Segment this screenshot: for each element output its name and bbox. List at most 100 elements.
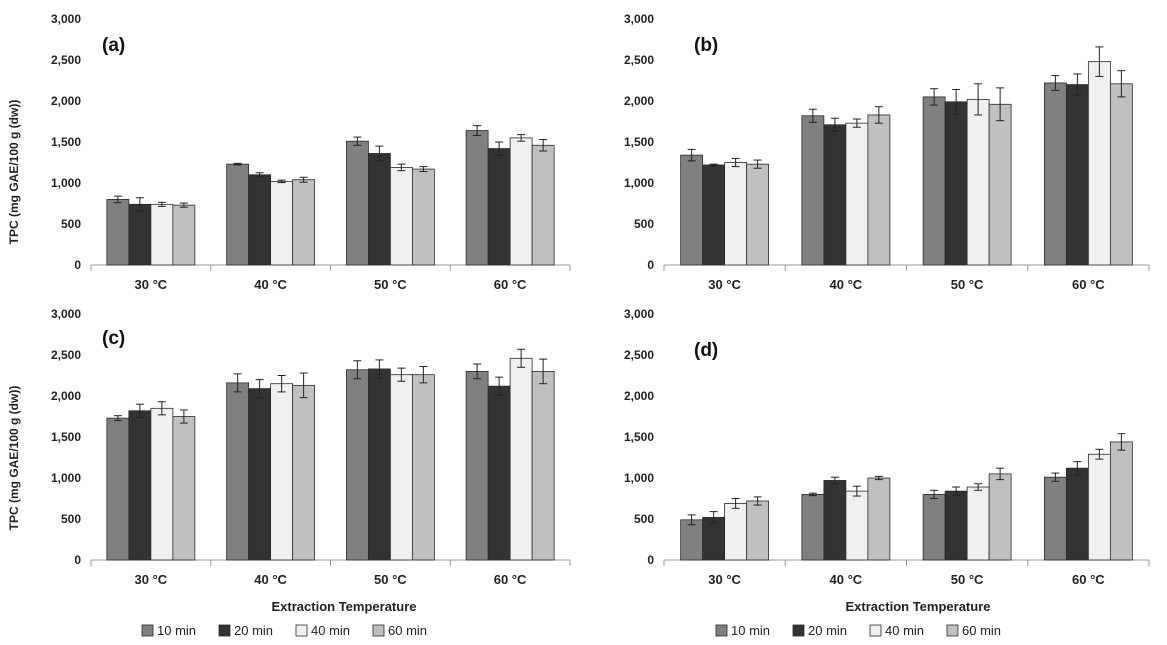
legend-swatch: [946, 624, 959, 637]
error-bar: [1117, 70, 1126, 98]
error-bar: [419, 365, 428, 384]
bar: [702, 164, 726, 266]
category-label: 30 °C: [708, 277, 741, 292]
chart-panel: 0 500 1,000 1,500 2,000 2,500 3,000 30 °C 40 °C 5…: [51, 12, 571, 292]
bar: [248, 174, 272, 266]
y-tick-label: 1,000: [51, 471, 81, 485]
error-bar: [731, 498, 740, 509]
error-bar: [299, 176, 308, 183]
bar: [988, 473, 1012, 561]
error-bar: [1073, 461, 1082, 476]
category-label: 50 °C: [374, 277, 407, 292]
y-tick-label: 2,500: [51, 348, 81, 362]
x-axis-label-right: Extraction Temperature: [846, 599, 991, 614]
error-bar: [179, 202, 188, 208]
error-bar: [375, 145, 384, 162]
error-bar: [1051, 472, 1060, 482]
error-bar: [495, 376, 504, 396]
error-bar: [996, 467, 1005, 481]
bar: [106, 198, 130, 266]
bar: [966, 486, 990, 561]
error-bar: [135, 403, 144, 418]
bar: [531, 370, 555, 561]
bar: [226, 163, 250, 266]
error-bar: [157, 201, 166, 207]
error-bar: [731, 157, 740, 168]
legend-item: 10 min: [141, 623, 196, 638]
bar: [680, 154, 704, 266]
legend-item: 20 min: [218, 623, 273, 638]
category-label: 30 °C: [708, 572, 741, 587]
error-bar: [277, 179, 286, 184]
bar: [966, 98, 990, 266]
bar: [724, 162, 748, 266]
legend-item: 60 min: [946, 623, 1001, 638]
error-bar: [419, 166, 428, 173]
error-bar: [996, 87, 1005, 122]
error-bar: [930, 88, 939, 106]
legend-swatch: [295, 624, 308, 637]
y-axis-label-bottom: TPC (mg GAE/100 g (dw)): [7, 386, 21, 531]
bar: [389, 167, 413, 266]
bar: [270, 383, 294, 561]
bar: [150, 407, 174, 561]
bar: [292, 179, 316, 266]
bar: [465, 370, 489, 561]
legend-swatch: [715, 624, 728, 637]
error-bar: [830, 117, 839, 132]
bar: [801, 493, 825, 561]
category-label: 30 °C: [135, 277, 168, 292]
chart-panels: 0 500 1,000 1,500 2,000 2,500 3,000 30 °C 40 °C 5…: [51, 12, 1150, 587]
bar: [922, 493, 946, 561]
category-label: 60 °C: [1072, 277, 1105, 292]
y-tick-label: 0: [74, 553, 81, 567]
bar: [345, 369, 369, 561]
category-label: 40 °C: [830, 572, 863, 587]
y-tick-label: 500: [61, 217, 81, 231]
chart-panel: 0 500 1,000 1,500 2,000 2,500 3,000 30 °C 40 °C 5…: [51, 307, 571, 587]
error-bar: [974, 483, 983, 491]
y-tick-label: 2,000: [51, 94, 81, 108]
bar: [226, 382, 250, 561]
bar: [724, 503, 748, 561]
error-bar: [539, 139, 548, 152]
bar: [345, 140, 369, 266]
y-tick-label: 1,000: [624, 471, 654, 485]
error-bar: [974, 83, 983, 116]
legend-label: 10 min: [157, 623, 196, 638]
error-bar: [687, 514, 696, 526]
bar: [867, 114, 891, 266]
error-bar: [517, 134, 526, 142]
error-bar: [255, 172, 264, 178]
category-label: 40 °C: [254, 572, 287, 587]
y-tick-label: 2,500: [624, 53, 654, 67]
error-bar: [709, 163, 718, 167]
error-bar: [375, 359, 384, 379]
legend-swatch: [372, 624, 385, 637]
legend-item: 20 min: [792, 623, 847, 638]
legend-left: 10 min 20 min 40 min 60 min: [141, 623, 427, 638]
bar: [106, 417, 130, 561]
legend-item: 60 min: [372, 623, 427, 638]
bar: [531, 144, 555, 266]
y-tick-label: 500: [634, 217, 654, 231]
bar: [823, 124, 847, 266]
bar: [411, 168, 435, 266]
error-bar: [353, 136, 362, 146]
y-tick-label: 500: [61, 512, 81, 526]
bar: [509, 357, 533, 561]
y-tick-label: 1,500: [51, 135, 81, 149]
category-label: 50 °C: [951, 572, 984, 587]
bar: [465, 130, 489, 266]
y-tick-label: 1,000: [51, 176, 81, 190]
error-bar: [1095, 46, 1104, 77]
error-bar: [830, 476, 839, 485]
bar: [487, 385, 511, 561]
error-bar: [687, 148, 696, 162]
y-tick-label: 0: [647, 553, 654, 567]
chart-panel: 0 500 1,000 1,500 2,000 2,500 3,000 30 °C 40 °C 5…: [624, 12, 1150, 292]
bar: [1043, 476, 1067, 561]
error-bar: [952, 89, 961, 115]
legend-label: 10 min: [731, 623, 770, 638]
